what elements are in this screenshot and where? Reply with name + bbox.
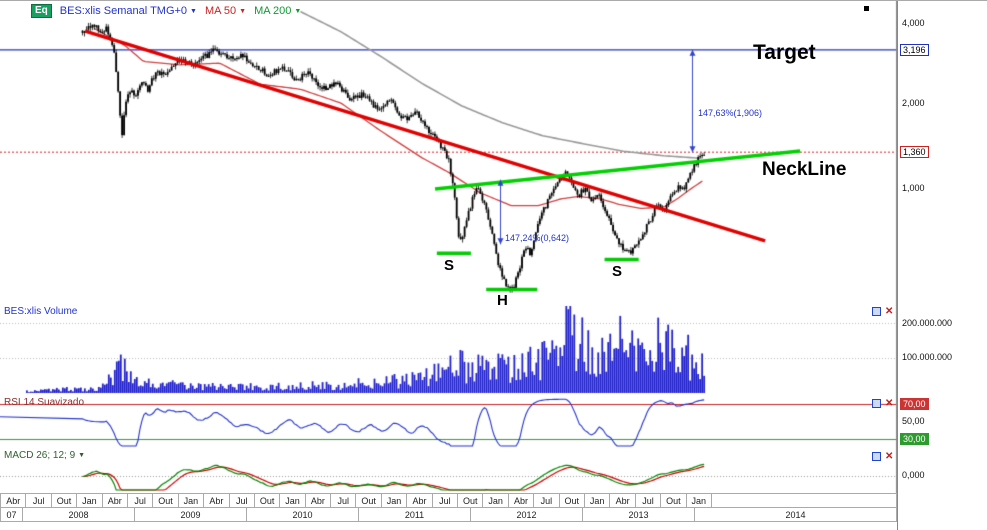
chevron-down-icon: ▼ [294, 7, 302, 15]
month-cell: Jan [686, 494, 712, 507]
month-cell: Out [153, 494, 179, 507]
equity-type-badge: Eq [31, 4, 52, 18]
month-cell: Jul [229, 494, 255, 507]
year-cell: 2008 [23, 508, 135, 521]
month-cell: Out [254, 494, 281, 507]
volume-panel-controls: ✕ [872, 306, 894, 317]
ma200-selector[interactable]: MA 200 ▼ [254, 5, 301, 17]
month-cell: Jul [127, 494, 154, 507]
chart-canvas[interactable] [0, 1, 897, 494]
close-icon[interactable]: ✕ [885, 451, 894, 462]
month-cell: Abr [1, 494, 27, 507]
month-cell: Jul [26, 494, 52, 507]
chevron-down-icon: ▼ [190, 7, 197, 15]
month-cell: Jul [432, 494, 459, 507]
close-icon[interactable]: ✕ [885, 306, 894, 317]
left-shoulder-label: S [444, 257, 455, 274]
time-axis: Abr Jul Out Jan Abr Jul Out Jan Abr Jul Out Jan Abr J… [0, 493, 897, 522]
price-tick-2000: 2,000 [902, 98, 925, 108]
volume-panel-title: BES:xlis Volume [4, 306, 78, 317]
month-cell: Abr [508, 494, 535, 507]
rsi-30-badge: 30,00 [900, 433, 929, 445]
macd-panel-controls: ✕ [872, 451, 894, 462]
month-cell: Out [458, 494, 484, 507]
year-cell: 2009 [135, 508, 247, 521]
month-cell: Jan [77, 494, 103, 507]
month-cell: Out [51, 494, 78, 507]
volume-tick-200m: 200.000.000 [902, 318, 953, 328]
restore-icon[interactable] [872, 452, 881, 461]
month-filler [711, 494, 897, 507]
month-cell: Out [356, 494, 382, 507]
month-cell: Jan [178, 494, 205, 507]
month-cell: Abr [305, 494, 332, 507]
neckline-annotation: NeckLine [762, 159, 847, 180]
month-cell: Abr [610, 494, 636, 507]
year-cell: 2011 [359, 508, 471, 521]
price-tick-1000: 1,000 [902, 183, 925, 193]
rsi-panel-title: RSI 14 Suavizado [4, 397, 85, 408]
close-icon[interactable]: ✕ [885, 398, 894, 409]
chart-area: Eq BES:xlis Semanal TMG+0 ▼ MA 50 ▼ MA 2… [0, 1, 897, 494]
month-cell: Jan [584, 494, 611, 507]
month-cell: Jul [534, 494, 560, 507]
month-cell: Abr [102, 494, 128, 507]
head-label: H [497, 292, 508, 309]
ma50-label: MA 50 [204, 5, 237, 17]
year-cell: 2014 [695, 508, 897, 521]
price-axis: 4,000 3,196 2,000 1,360 1,000 200.000.00… [897, 1, 987, 530]
right-shoulder-label: S [612, 263, 623, 280]
month-cell: Jan [483, 494, 509, 507]
symbol-selector[interactable]: BES:xlis Semanal TMG+0 ▼ [60, 5, 197, 17]
month-row: Abr Jul Out Jan Abr Jul Out Jan Abr Jul Out Jan Abr J… [0, 493, 897, 508]
month-cell: Out [661, 494, 687, 507]
year-row: 07 2008 2009 2010 2011 2012 2013 2014 [0, 507, 897, 522]
month-cell: Jan [381, 494, 408, 507]
symbol-title: BES:xlis Semanal TMG+0 [59, 5, 188, 17]
month-cell: Jul [635, 494, 662, 507]
panel-handle-dot[interactable] [864, 6, 869, 11]
rsi-50-tick: 50,00 [902, 416, 925, 426]
chevron-down-icon: ▼ [239, 7, 247, 15]
main-chart-header: Eq BES:xlis Semanal TMG+0 ▼ MA 50 ▼ MA 2… [31, 4, 301, 18]
macd-zero-tick: 0,000 [902, 470, 925, 480]
target-annotation: Target [753, 41, 816, 64]
macd-label: MACD 26; 12; 9 [4, 450, 76, 461]
last-price-badge: 1,360 [900, 146, 929, 158]
month-cell: Jan [280, 494, 306, 507]
ma200-label: MA 200 [254, 5, 292, 17]
volume-tick-100m: 100.000.000 [902, 352, 953, 362]
macd-panel-title[interactable]: MACD 26; 12; 9 ▼ [4, 450, 85, 461]
year-cell: 2012 [471, 508, 583, 521]
restore-icon[interactable] [872, 307, 881, 316]
restore-icon[interactable] [872, 399, 881, 408]
year-cell: 07 [1, 508, 23, 521]
measure-label-target: 147,63%(1,906) [698, 108, 763, 118]
month-cell: Jul [331, 494, 357, 507]
year-cell: 2010 [247, 508, 359, 521]
year-cell: 2013 [583, 508, 695, 521]
month-cell: Abr [204, 494, 230, 507]
target-price-badge: 3,196 [900, 44, 929, 56]
month-cell: Abr [407, 494, 433, 507]
price-tick-4000: 4,000 [902, 18, 925, 28]
measure-label-head: 147,24%(0,642) [505, 233, 570, 243]
month-cell: Out [559, 494, 585, 507]
rsi-70-badge: 70,00 [900, 398, 929, 410]
ma50-selector[interactable]: MA 50 ▼ [205, 5, 246, 17]
chevron-down-icon: ▼ [78, 452, 86, 459]
rsi-panel-controls: ✕ [872, 398, 894, 409]
